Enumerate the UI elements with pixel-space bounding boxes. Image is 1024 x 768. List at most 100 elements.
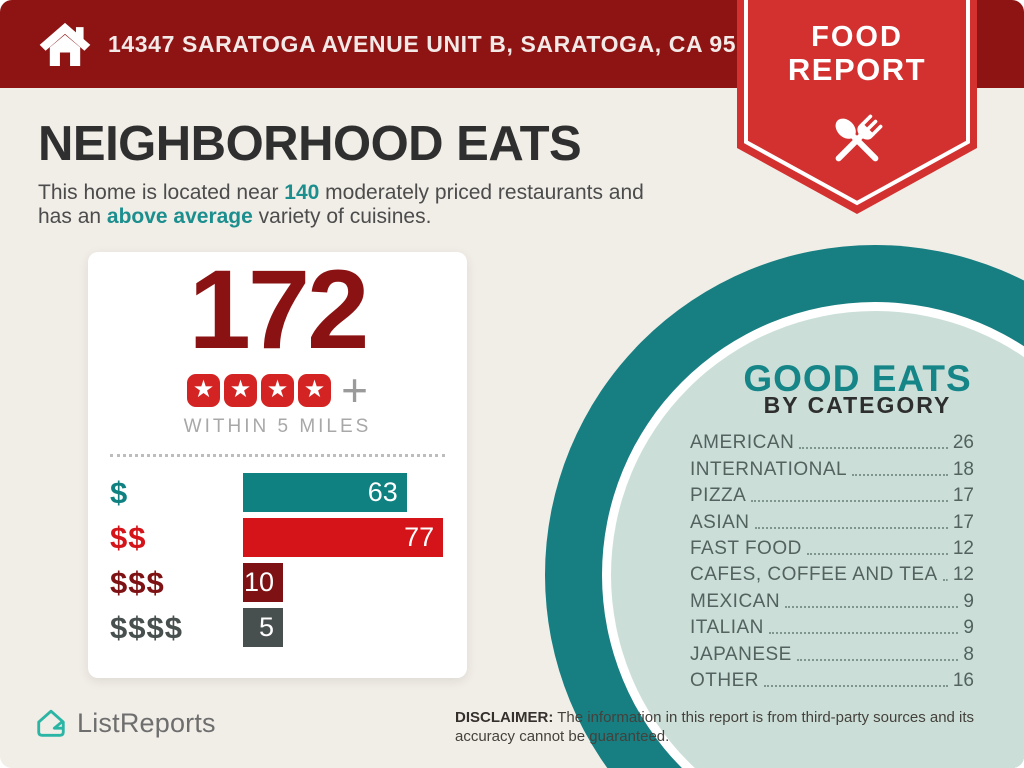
dotted-leader [751,500,948,503]
category-value: 9 [963,590,974,612]
price-tier-row: $$$ 10 [110,560,449,605]
price-tier-label: $$$$ [110,609,183,645]
variety-highlight: above average [106,204,253,228]
star-icon: ★ [224,373,258,407]
home-icon [39,22,91,66]
price-tier-row: $ 63 [110,470,449,515]
radius-label: WITHIN 5 MILES [183,416,372,437]
dotted-leader [796,658,959,661]
badge-line-report: REPORT [787,52,927,88]
category-label: FAST FOOD [690,537,802,559]
page-title: NEIGHBORHOOD EATS [38,117,582,171]
dotted-divider [110,454,445,457]
bar: 77 [243,518,444,557]
category-row: FAST FOOD 12 [690,536,974,562]
intro-line-2: has an above average variety of cuisines… [38,205,644,229]
plus-icon: + [341,363,368,416]
badge-line-food: FOOD [811,21,903,53]
category-label: PIZZA [690,485,747,507]
price-tier-row: $$ 77 [110,515,449,560]
category-label: MEXICAN [690,590,781,612]
category-label: CAFES, COFFEE AND TEA [690,564,938,586]
intro-text: moderately priced restaurants and [319,181,644,204]
dotted-leader [785,605,959,608]
category-value: 18 [952,458,974,480]
price-tier-row: $$$$ 5 [110,605,449,650]
good-eats-title: GOOD EATS [743,358,972,399]
category-row: ITALIAN 9 [690,615,974,641]
category-row: AMERICAN 26 [690,430,974,456]
restaurant-count-highlight: 140 [284,181,320,204]
category-row: OTHER 16 [690,668,974,694]
dotted-leader [806,552,948,555]
category-label: JAPANESE [690,643,792,665]
good-eats-subtitle: BY CATEGORY [763,392,952,418]
listreports-logo: ListReports [34,705,216,741]
bar: 5 [243,608,283,647]
bar-value: 10 [243,567,274,597]
spoon-fork-icon [835,114,883,162]
listreports-wordmark: ListReports [77,707,216,738]
bar: 10 [243,563,283,602]
good-eats-circle [545,245,1024,768]
price-tier-bar-chart: $ 63 $$ 77 $$$ 10 $$$$ 5 [110,470,449,650]
category-row: MEXICAN 9 [690,588,974,614]
category-value: 8 [963,643,974,665]
star-glyph: ★ [229,376,252,403]
bar: 63 [243,473,407,512]
category-list: AMERICAN 26 INTERNATIONAL 18 PIZZA 17 ASIAN… [690,430,974,694]
listreports-house-icon [37,709,65,737]
category-label: ITALIAN [690,617,764,639]
category-value: 16 [952,669,974,691]
star-icon: ★ [261,373,295,407]
badge-title: FOOD REPORT [737,21,977,88]
category-label: OTHER [690,669,759,691]
price-tier-label: $$$ [110,564,165,600]
disclaimer-text: The information in this report is from t… [455,709,975,745]
category-row: JAPANESE 8 [690,641,974,667]
category-label: AMERICAN [690,432,795,454]
total-restaurants-count: 172 [188,247,370,372]
disclaimer-label: DISCLAIMER: [455,709,554,726]
intro-text: has an [38,204,107,228]
bar-value: 5 [258,612,274,642]
intro-line-1: This home is located near 140 moderately… [38,181,644,205]
category-row: PIZZA 17 [690,483,974,509]
restaurant-summary-card: 172 ★ ★ ★ ★ + WITHIN 5 MILES $ 63 $$ 77 … [88,252,467,678]
circle-white-ring [602,302,1024,768]
category-value: 26 [952,432,974,454]
intro-text: This home is located near [38,181,285,204]
category-value: 17 [952,485,974,507]
star-glyph: ★ [266,376,289,403]
bar-value: 63 [367,477,398,507]
dotted-leader [768,632,959,635]
star-icon: ★ [298,373,332,407]
star-icon: ★ [187,373,221,407]
star-rating: ★ ★ ★ ★ + [88,363,467,416]
category-value: 17 [952,511,974,533]
intro-sentence: This home is located near 140 moderately… [38,181,644,228]
category-row: INTERNATIONAL 18 [690,456,974,482]
bar-value: 77 [404,522,435,552]
dotted-leader [852,473,948,476]
food-report-badge: FOOD REPORT [737,0,977,214]
dotted-leader [754,526,948,529]
dotted-leader [764,684,948,687]
ribbon-shape [737,0,977,214]
disclaimer: DISCLAIMER: The information in this repo… [455,709,1007,746]
category-row: CAFES, COFFEE AND TEA 12 [690,562,974,588]
price-tier-label: $$ [110,519,147,555]
category-value: 12 [952,564,974,586]
star-glyph: ★ [192,376,215,403]
intro-text: variety of cuisines. [252,204,432,228]
star-glyph: ★ [303,376,326,403]
property-address: 14347 SARATOGA AVENUE UNIT B, SARATOGA, … [108,30,777,57]
price-tier-label: $ [110,474,129,510]
category-label: INTERNATIONAL [690,458,848,480]
category-row: ASIAN 17 [690,509,974,535]
dotted-leader [942,579,948,582]
dotted-leader [799,447,948,450]
category-value: 12 [952,537,974,559]
category-value: 9 [963,617,974,639]
